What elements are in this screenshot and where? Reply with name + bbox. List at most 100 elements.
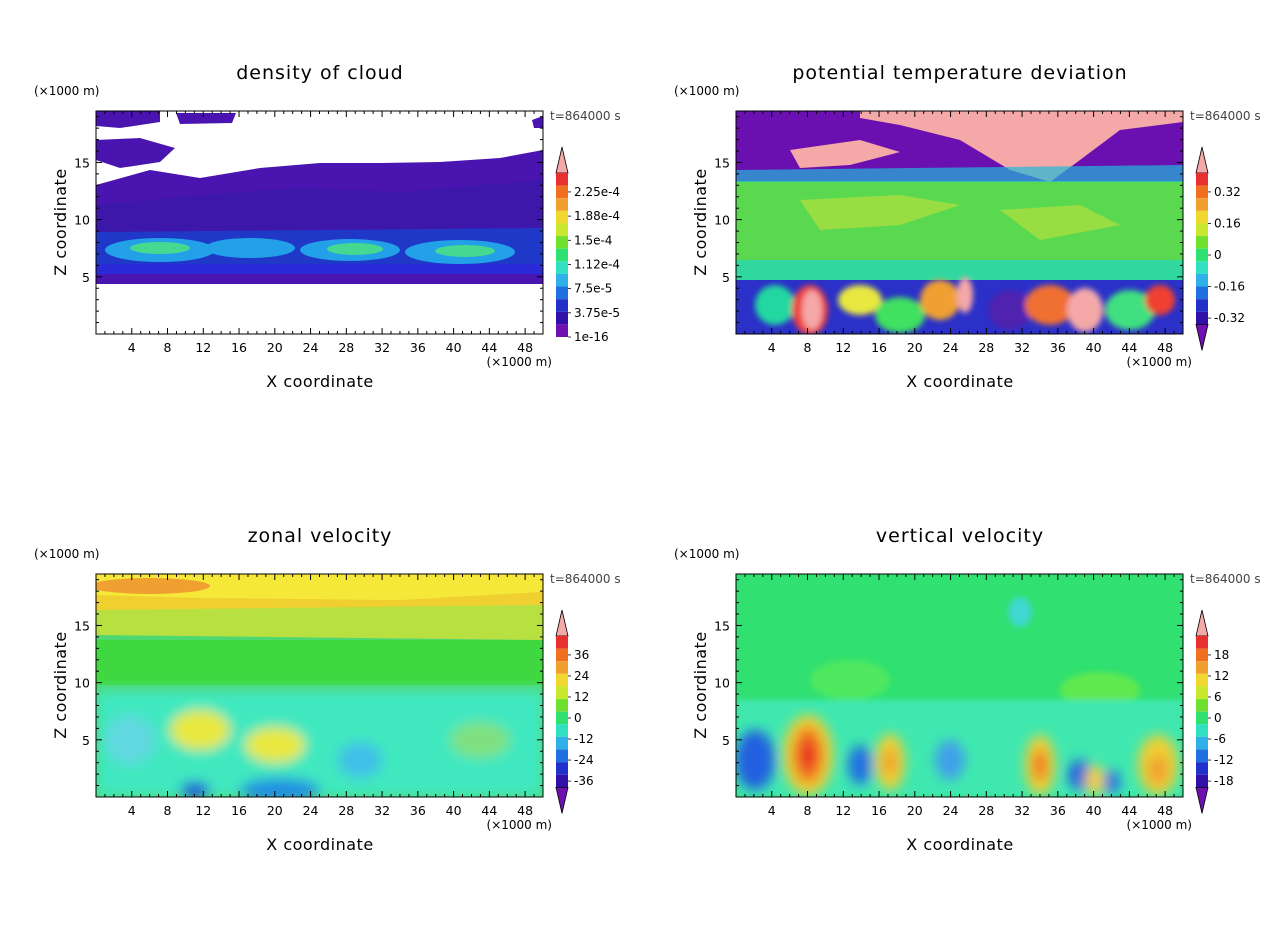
x-tick-label: 8	[164, 803, 172, 818]
colorbar-swatch	[1196, 686, 1208, 700]
y-tick-label: 15	[74, 618, 90, 633]
panel-title: potential temperature deviation	[792, 62, 1127, 84]
y-unit-label: (×1000 m)	[34, 547, 99, 561]
panel-title: vertical velocity	[876, 525, 1044, 547]
colorbar-swatch	[1196, 248, 1208, 262]
colorbar-label: -0.32	[1214, 311, 1245, 325]
x-tick-label: 48	[1157, 803, 1173, 818]
colorbar-label: 1e-16	[574, 330, 609, 344]
x-tick-label: 16	[871, 803, 887, 818]
colorbar-swatch	[556, 661, 568, 674]
x-tick-label: 20	[907, 340, 923, 355]
x-tick-label: 36	[410, 340, 426, 355]
time-label: t=864000 s	[550, 109, 621, 123]
x-tick-label: 48	[517, 803, 533, 818]
colorbar-label: -0.16	[1214, 280, 1245, 294]
colorbar-swatch	[556, 711, 568, 725]
colorbar-swatch	[1196, 185, 1208, 199]
colorbar-swatch	[1196, 261, 1208, 274]
x-tick-label: 40	[1086, 803, 1102, 818]
y-tick-label: 5	[82, 270, 90, 285]
colorbar-swatch	[1196, 673, 1208, 687]
colorbar-swatch	[556, 724, 568, 737]
colorbar-max-arrow	[1195, 146, 1209, 174]
x-tick-label: 4	[128, 340, 136, 355]
y-tick-label: 15	[74, 155, 90, 170]
colorbar-label: -18	[1214, 774, 1234, 788]
x-unit-label: (×1000 m)	[487, 818, 552, 832]
x-tick-label: 16	[231, 803, 247, 818]
colorbar-swatch	[1196, 736, 1208, 750]
colorbar: 18 12 6 0 -6 -12 -18	[1195, 609, 1234, 814]
x-axis: 4 8 12 16 20 24 28 32 36 40 44 48	[744, 574, 1175, 818]
colorbar: 36 24 12 0 -12 -24 -36	[555, 609, 594, 814]
colorbar-label: -6	[1214, 732, 1226, 746]
colorbar-label: 12	[1214, 669, 1229, 683]
colorbar-swatch	[1196, 762, 1208, 775]
colorbar-label: 1.5e-4	[574, 233, 612, 247]
x-axis: 4 8 12 16 20 24 28 32 36 40 44 48	[104, 574, 535, 818]
colorbar-swatch	[556, 261, 568, 274]
colorbar-min-arrow	[555, 786, 569, 814]
x-tick-label: 20	[267, 340, 283, 355]
colorbar-swatch	[1196, 636, 1208, 649]
x-tick-label: 8	[804, 340, 812, 355]
panel-title: zonal velocity	[248, 525, 393, 547]
panel-potential-temperature-deviation: potential temperature deviation (×1000 m…	[674, 62, 1261, 391]
colorbar-swatch	[1196, 749, 1208, 763]
y-axis-label: Z coordinate	[691, 168, 710, 275]
x-tick-label: 24	[303, 340, 319, 355]
y-axis: 5 10 15	[74, 116, 543, 324]
colorbar-label: 0	[1214, 711, 1222, 725]
colorbar-swatch	[556, 185, 568, 199]
x-tick-label: 16	[231, 340, 247, 355]
x-tick-label: 36	[410, 803, 426, 818]
y-axis: 5 10 15	[714, 116, 1183, 324]
y-tick-label: 5	[722, 733, 730, 748]
x-tick-label: 20	[267, 803, 283, 818]
x-tick-label: 20	[907, 803, 923, 818]
x-tick-label: 44	[481, 803, 497, 818]
x-axis: 4 8 12 16 20 24 28 32 36 40 44 48	[104, 111, 535, 355]
x-tick-label: 8	[164, 340, 172, 355]
y-tick-label: 10	[714, 676, 730, 691]
x-axis: 4 8 12 16 20 24 28 32 36 40 44 48	[744, 111, 1175, 355]
x-tick-label: 32	[374, 340, 390, 355]
x-tick-label: 24	[943, 340, 959, 355]
colorbar-swatch	[1196, 711, 1208, 725]
colorbar-swatch	[556, 774, 568, 788]
x-unit-label: (×1000 m)	[1127, 355, 1192, 369]
colorbar: 2.25e-4 1.88e-4 1.5e-4 1.12e-4 7.5e-5 3.75e-5…	[555, 146, 620, 344]
x-tick-label: 36	[1050, 340, 1066, 355]
colorbar-label: 36	[574, 648, 589, 662]
y-axis-label: Z coordinate	[51, 168, 70, 275]
colorbar-label: 3.75e-5	[574, 306, 620, 320]
y-axis: 5 10 15	[74, 579, 543, 787]
x-tick-label: 4	[128, 803, 136, 818]
colorbar-label: 12	[574, 690, 589, 704]
contour-field	[96, 574, 543, 797]
y-tick-label: 5	[82, 733, 90, 748]
colorbar-label: 6	[1214, 690, 1222, 704]
colorbar-swatch	[556, 736, 568, 750]
x-unit-label: (×1000 m)	[1127, 818, 1192, 832]
x-tick-label: 28	[338, 803, 354, 818]
colorbar-swatch	[1196, 774, 1208, 788]
colorbar-label: 1.12e-4	[574, 257, 620, 271]
x-tick-label: 28	[978, 340, 994, 355]
colorbar-swatch	[556, 198, 568, 211]
colorbar-label: 7.5e-5	[574, 282, 612, 296]
x-tick-label: 28	[338, 340, 354, 355]
colorbar-swatch	[556, 648, 568, 662]
x-tick-label: 36	[1050, 803, 1066, 818]
colorbar-swatch	[1196, 223, 1208, 237]
colorbar-swatch	[556, 762, 568, 775]
colorbar-swatch	[556, 311, 568, 325]
x-tick-label: 8	[804, 803, 812, 818]
y-unit-label: (×1000 m)	[674, 84, 739, 98]
colorbar-swatch	[556, 210, 568, 224]
colorbar-swatch	[1196, 198, 1208, 211]
colorbar-swatch	[556, 273, 568, 287]
x-axis-label: X coordinate	[266, 372, 373, 391]
colorbar-max-arrow	[555, 609, 569, 637]
